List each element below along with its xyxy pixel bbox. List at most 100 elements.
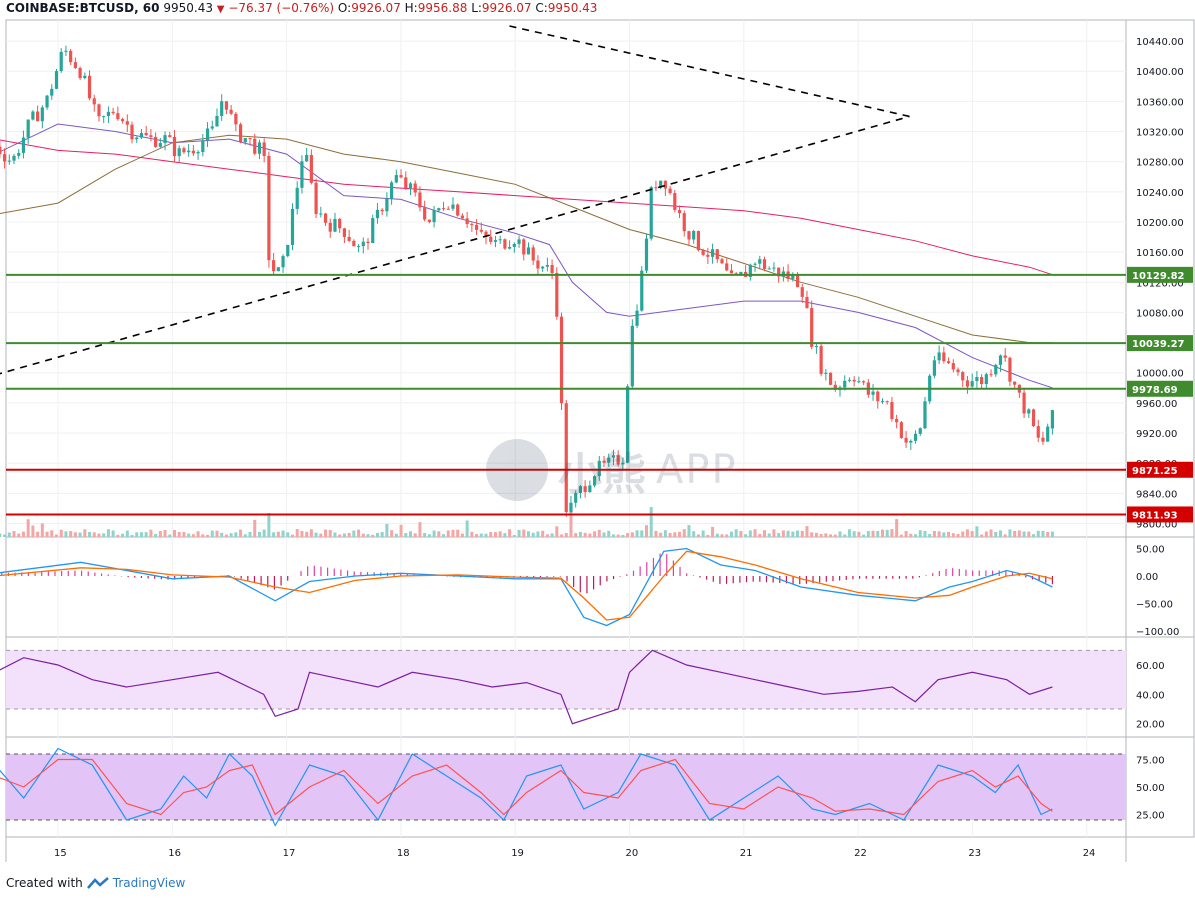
volume-bar <box>781 530 785 537</box>
candle-body <box>890 402 894 420</box>
volume-bar <box>366 534 370 537</box>
candle-body <box>229 109 233 114</box>
volume-bar <box>541 530 545 537</box>
volume-bar <box>800 530 804 537</box>
level-price-label: 10039.27 <box>1132 339 1185 350</box>
candle-body <box>550 265 554 274</box>
candle-body <box>17 152 21 156</box>
candle-body <box>149 135 153 137</box>
volume-bar <box>489 532 493 537</box>
y-tick-label: 10400.00 <box>1136 67 1184 78</box>
candle-body <box>777 267 781 277</box>
volume-bar <box>937 531 941 537</box>
stoch-band <box>6 754 1126 820</box>
candle-body <box>772 267 776 269</box>
volume-bar <box>361 533 365 537</box>
volume-bar <box>814 532 818 537</box>
candle-body <box>729 270 734 274</box>
volume-bar <box>206 534 210 537</box>
x-tick-label: 15 <box>54 848 67 859</box>
candle-body <box>262 142 266 156</box>
candle-body <box>692 231 696 240</box>
volume-bar <box>460 533 464 537</box>
volume-bar <box>1050 531 1054 537</box>
level-price-label: 9871.25 <box>1132 466 1178 477</box>
volume-bar <box>1036 530 1040 537</box>
volume-bar <box>1041 530 1045 537</box>
candle-body <box>257 142 262 154</box>
candle-body <box>404 177 408 188</box>
volume-bar <box>1032 534 1036 537</box>
volume-bar <box>262 529 266 537</box>
candle-body <box>441 208 446 210</box>
volume-bar <box>290 534 294 537</box>
volume-bar <box>621 534 625 537</box>
volume-bar <box>526 531 530 537</box>
volume-bar <box>687 525 691 537</box>
volume-bar <box>26 519 30 537</box>
symbol-label[interactable]: COINBASE:BTCUSD, 60 <box>6 1 160 15</box>
volume-bar <box>880 529 884 537</box>
volume-bar <box>375 532 379 537</box>
volume-bar <box>904 531 908 537</box>
y-tick-label: 10120.00 <box>1136 278 1184 289</box>
volume-bar <box>413 533 417 537</box>
candle-body <box>394 175 398 183</box>
volume-bar <box>40 523 44 537</box>
volume-bar <box>1013 530 1017 537</box>
candle-body <box>399 175 403 178</box>
volume-bar <box>201 534 205 537</box>
watermark-text-app: APP <box>656 447 738 493</box>
candle-body <box>975 376 979 382</box>
candle-body <box>819 346 823 374</box>
volume-bar <box>744 534 748 537</box>
candle-body <box>144 132 148 136</box>
volume-bar <box>928 534 932 537</box>
candle-body <box>26 119 30 138</box>
candle-body <box>154 136 158 147</box>
candle-body <box>40 107 44 122</box>
volume-bar <box>390 530 394 537</box>
stoch-tick-label: 75.00 <box>1136 756 1165 767</box>
candle-body <box>1027 409 1031 414</box>
down-arrow-icon: ▼ <box>216 4 225 15</box>
open-label: O: <box>337 1 352 15</box>
volume-bar <box>1017 530 1021 537</box>
candle-body <box>946 361 951 364</box>
volume-bar <box>536 531 540 537</box>
candle-body <box>871 391 875 395</box>
volume-bar <box>777 533 781 537</box>
volume-bar <box>243 534 247 537</box>
macd-tick-label: 50.00 <box>1136 545 1165 556</box>
candle-body <box>413 183 417 193</box>
volume-bar <box>347 533 351 537</box>
candle-body <box>314 182 318 214</box>
low-label: L: <box>471 1 482 15</box>
candle-body <box>791 275 795 279</box>
created-with-label: Created with <box>6 876 83 890</box>
volume-bar <box>172 530 176 537</box>
candle-body <box>333 218 337 232</box>
volume-bar <box>451 529 455 537</box>
volume-bar <box>517 529 521 537</box>
volume-bar <box>1027 531 1031 537</box>
candle-body <box>125 121 129 125</box>
volume-bar <box>135 532 139 537</box>
footer-credit[interactable]: Created with TradingView <box>6 876 185 890</box>
macd-signal-line <box>0 550 1053 621</box>
candle-body <box>578 486 583 493</box>
candle-body <box>880 401 885 403</box>
candle-body <box>305 154 309 162</box>
volume-bar <box>644 525 648 537</box>
volume-bar <box>371 534 375 537</box>
volume-bar <box>475 534 479 537</box>
candle-body <box>31 111 35 120</box>
candle-body <box>371 218 375 244</box>
candle-body <box>451 204 455 209</box>
y-tick-label: 10200.00 <box>1136 218 1184 229</box>
volume-bar <box>984 531 988 537</box>
candle-body <box>696 231 701 251</box>
candle-body <box>205 128 210 141</box>
level-price-tag <box>1127 335 1193 352</box>
